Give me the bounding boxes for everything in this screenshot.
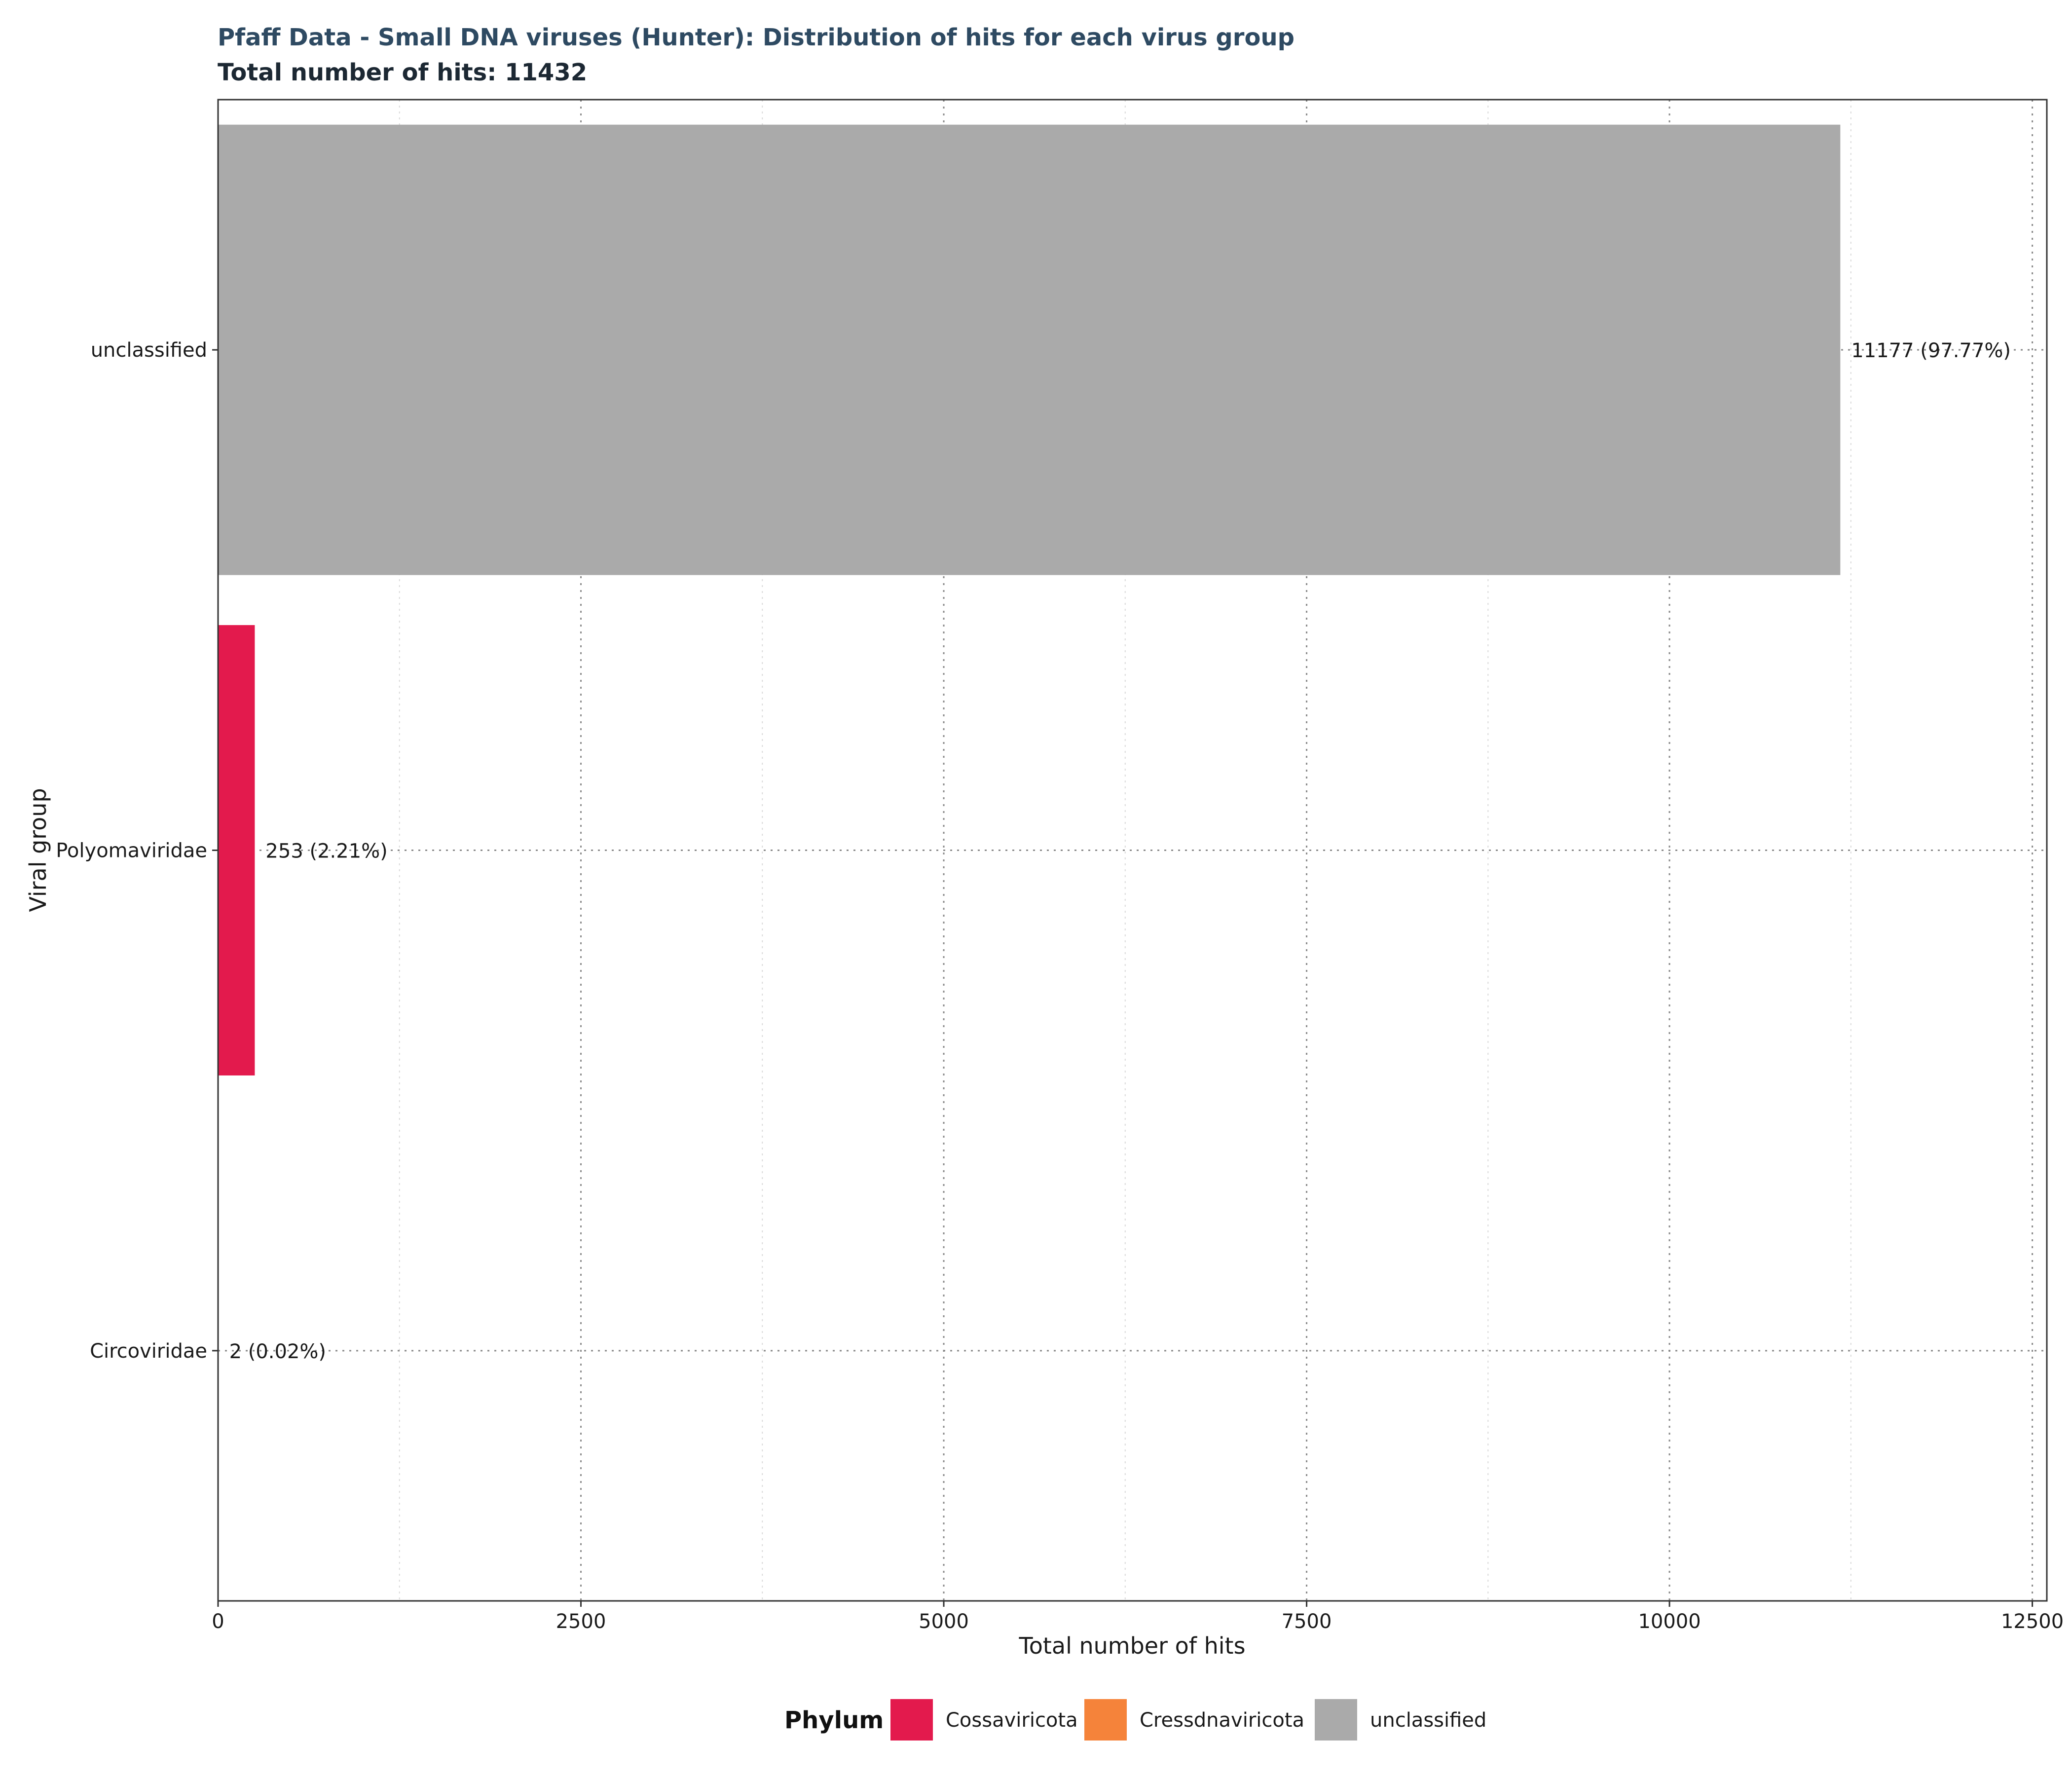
chart-title: Pfaff Data - Small DNA viruses (Hunter):… [218,24,1295,51]
data-label: 2 (0.02%) [229,1340,326,1363]
legend-swatch-cressdnaviricota [1084,1699,1127,1741]
legend-label: Cossaviricota [946,1709,1078,1732]
legend-swatch-unclassified [1315,1699,1357,1741]
y-tick-label: Polyomaviridae [56,840,207,862]
x-tick-label: 2500 [556,1610,606,1633]
x-tick-label: 10000 [1638,1610,1701,1633]
data-label: 11177 (97.77%) [1851,339,2011,362]
y-tick-label: unclassified [91,339,207,362]
data-labels: 2 (0.02%) 253 (2.21%) 11177 (97.77%) [229,339,2011,1363]
y-axis-title: Viral group [25,788,51,912]
chart-subtitle: Total number of hits: 11432 [218,59,587,86]
y-tick-label: Circoviridae [90,1340,207,1363]
x-axis-title: Total number of hits [1018,1632,1245,1659]
bars [218,124,1841,1576]
axes: Circoviridae Polyomaviridae unclassified 0 2… [56,339,2064,1633]
bar-polyomaviridae [218,625,255,1075]
legend-swatch-cossaviricota [890,1699,933,1741]
x-tick-label: 12500 [2001,1610,2064,1633]
data-label: 253 (2.21%) [265,840,387,863]
legend: Phylum Cossaviricota Cressdnaviricota uncl… [784,1699,1486,1741]
x-tick-label: 0 [212,1610,224,1633]
x-tick-label: 7500 [1282,1610,1332,1633]
bar-unclassified [218,124,1841,575]
legend-label: unclassified [1370,1709,1486,1732]
legend-label: Cressdnaviricota [1140,1709,1304,1732]
x-tick-label: 5000 [919,1610,969,1633]
legend-title: Phylum [784,1706,884,1734]
